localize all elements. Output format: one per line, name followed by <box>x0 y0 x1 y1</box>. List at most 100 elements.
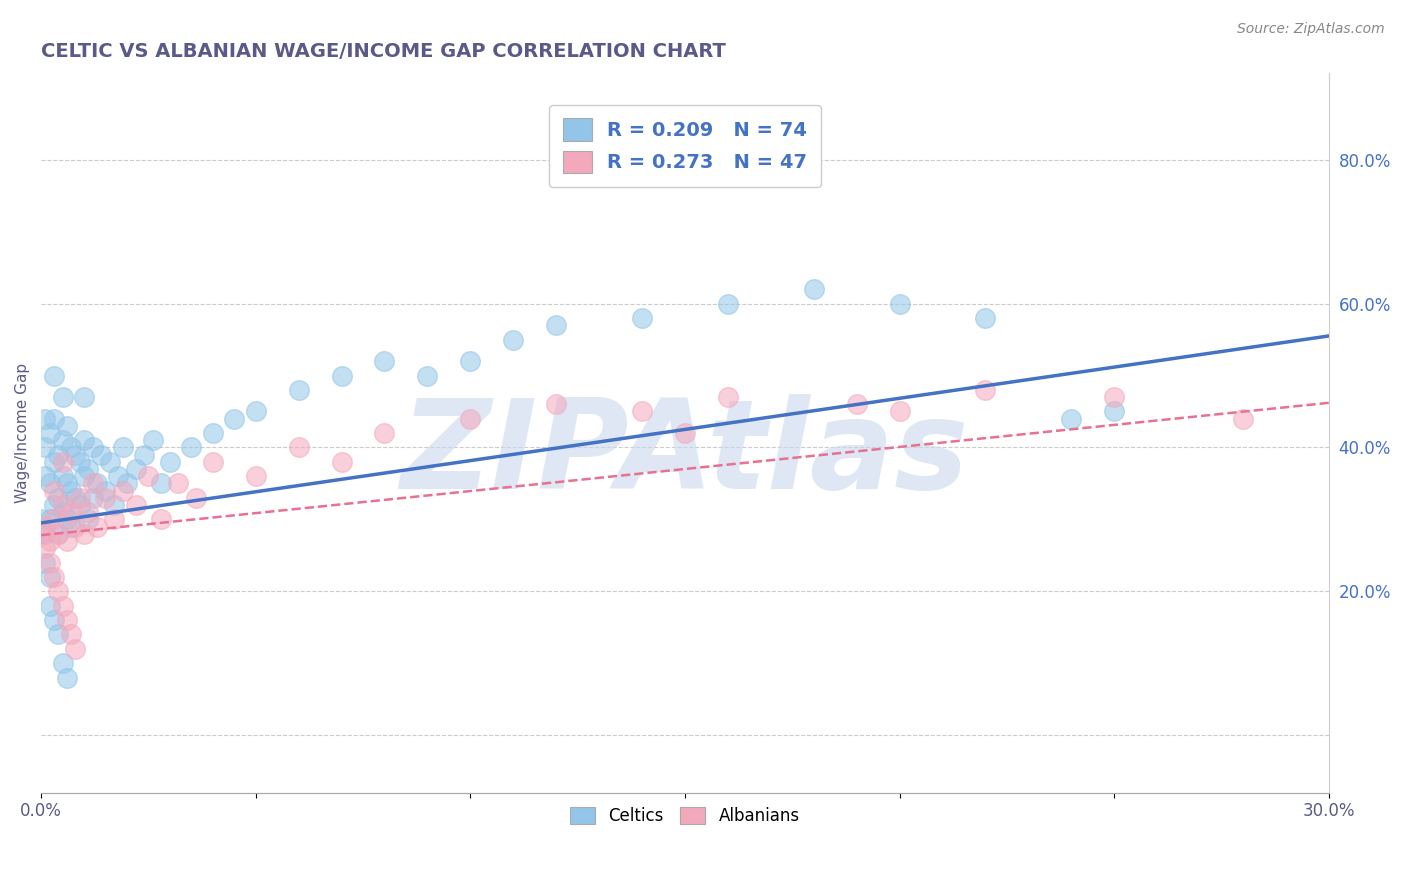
Point <box>974 383 997 397</box>
Point <box>34 526 56 541</box>
Point <box>845 397 868 411</box>
Point <box>111 483 134 498</box>
Point <box>546 318 568 333</box>
Point <box>717 296 740 310</box>
Point <box>52 469 75 483</box>
Point <box>42 455 65 469</box>
Point <box>38 512 60 526</box>
Point <box>34 541 56 555</box>
Point <box>69 491 91 505</box>
Point <box>124 498 146 512</box>
Point <box>167 476 190 491</box>
Point <box>1232 411 1254 425</box>
Point <box>56 613 79 627</box>
Point <box>82 441 104 455</box>
Point <box>245 469 267 483</box>
Point <box>1102 390 1125 404</box>
Point <box>138 469 160 483</box>
Point <box>52 455 75 469</box>
Point <box>56 512 79 526</box>
Text: ZIPAtlas: ZIPAtlas <box>401 394 969 515</box>
Text: Source: ZipAtlas.com: Source: ZipAtlas.com <box>1237 22 1385 37</box>
Point <box>38 425 60 440</box>
Point <box>94 483 117 498</box>
Point <box>150 512 173 526</box>
Point <box>60 505 83 519</box>
Point <box>1060 411 1083 425</box>
Point <box>42 498 65 512</box>
Point <box>42 613 65 627</box>
Point <box>631 310 654 325</box>
Point <box>673 425 696 440</box>
Point <box>86 476 108 491</box>
Point <box>184 491 207 505</box>
Point <box>73 526 96 541</box>
Point <box>60 627 83 641</box>
Point <box>69 498 91 512</box>
Point <box>34 469 56 483</box>
Point <box>115 476 138 491</box>
Point <box>38 570 60 584</box>
Point <box>46 526 69 541</box>
Point <box>150 476 173 491</box>
Point <box>134 448 156 462</box>
Point <box>974 310 997 325</box>
Point <box>546 397 568 411</box>
Point <box>224 411 246 425</box>
Point <box>159 455 181 469</box>
Y-axis label: Wage/Income Gap: Wage/Income Gap <box>15 363 30 503</box>
Point <box>77 462 100 476</box>
Point <box>42 483 65 498</box>
Point <box>86 519 108 533</box>
Point <box>201 455 224 469</box>
Point <box>77 512 100 526</box>
Point <box>69 455 91 469</box>
Point <box>46 448 69 462</box>
Point <box>717 390 740 404</box>
Point <box>82 476 104 491</box>
Point <box>73 390 96 404</box>
Text: CELTIC VS ALBANIAN WAGE/INCOME GAP CORRELATION CHART: CELTIC VS ALBANIAN WAGE/INCOME GAP CORRE… <box>41 42 725 61</box>
Point <box>103 498 125 512</box>
Point <box>65 519 87 533</box>
Point <box>65 491 87 505</box>
Point <box>889 296 911 310</box>
Point <box>34 556 56 570</box>
Point <box>46 584 69 599</box>
Point <box>52 498 75 512</box>
Point <box>52 505 75 519</box>
Point <box>38 556 60 570</box>
Point <box>103 512 125 526</box>
Point <box>38 599 60 613</box>
Point <box>460 411 482 425</box>
Point <box>65 448 87 462</box>
Point <box>111 441 134 455</box>
Point <box>803 282 825 296</box>
Point <box>889 404 911 418</box>
Point <box>373 425 395 440</box>
Point <box>42 368 65 383</box>
Point <box>52 390 75 404</box>
Point <box>373 354 395 368</box>
Point <box>56 533 79 548</box>
Point <box>201 425 224 440</box>
Point <box>46 627 69 641</box>
Point <box>330 455 353 469</box>
Point <box>73 434 96 448</box>
Point <box>1102 404 1125 418</box>
Point <box>180 441 202 455</box>
Point <box>56 671 79 685</box>
Point <box>42 570 65 584</box>
Point <box>34 411 56 425</box>
Point <box>460 354 482 368</box>
Point <box>124 462 146 476</box>
Legend: Celtics, Albanians: Celtics, Albanians <box>560 797 810 835</box>
Point <box>245 404 267 418</box>
Point <box>287 383 309 397</box>
Point <box>56 476 79 491</box>
Point <box>60 441 83 455</box>
Point <box>38 476 60 491</box>
Point <box>94 491 117 505</box>
Point <box>42 411 65 425</box>
Point <box>73 469 96 483</box>
